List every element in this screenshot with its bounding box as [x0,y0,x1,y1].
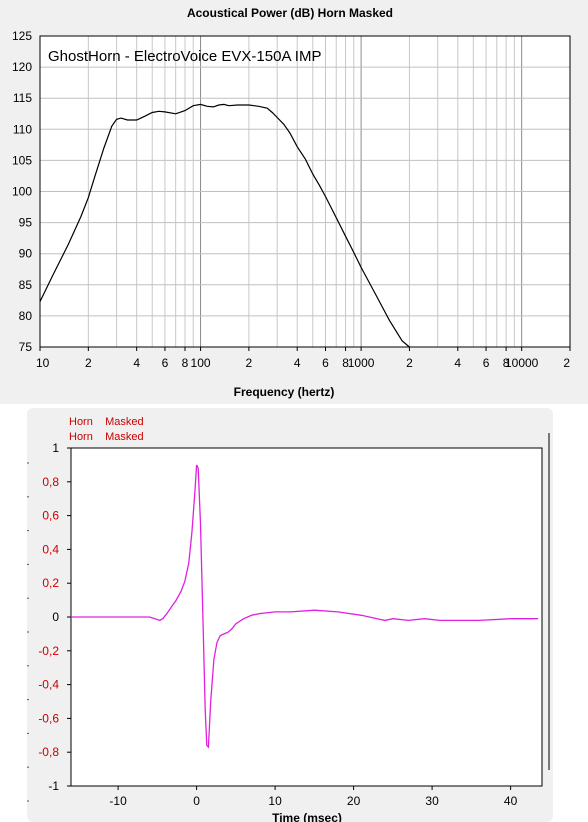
grid [40,36,570,347]
y-tick-label: 100 [12,185,32,199]
x-tick-label: 40 [504,794,518,808]
y-tick-label: 115 [13,91,32,105]
y-tick-label: 95 [19,216,33,230]
x-tick-label: 2 [563,356,570,370]
x-tick-label: 8 [342,356,349,370]
y-tick-label: 105 [12,153,32,167]
series-line [71,464,539,749]
x-tick-label: 10000 [505,356,539,370]
legend-entry: Horn Masked [69,431,144,443]
x-tick-label: 4 [133,356,140,370]
chart-title: Acoustical Power (dB) Horn Masked [187,6,393,20]
y-tick-label: 1 [52,441,59,455]
x-tick-label: 4 [294,356,301,370]
x-tick-label: 100 [191,356,211,370]
x-axis-ticks: -10 0 10 20 30 40 [109,786,518,808]
y-tick-label: -0,2 [38,644,59,658]
y-tick-label: 90 [19,247,33,261]
y-axis-ticks: 1 0,8 0,6 0,4 0,2 0 -0,2 -0,4 -0,6 -0,8 -1 [27,441,71,802]
x-tick-label: 2 [246,356,253,370]
acoustical-power-chart-panel: Acoustical Power (dB) Horn Masked GhostH… [0,0,588,404]
y-axis-ticks: 125 120 115 110 105 100 95 90 85 80 75 [12,29,32,354]
x-tick-label: -10 [109,794,127,808]
series-line [39,103,410,348]
y-tick-label: -0,6 [38,711,59,725]
legend: Horn Masked Horn Masked [69,416,144,443]
x-tick-label: 20 [347,794,361,808]
x-tick-label: 4 [454,356,461,370]
y-tick-label: -0,8 [38,745,59,759]
y-tick-label: 85 [19,278,33,292]
plot-frame [39,35,571,348]
y-tick-label: 0,4 [42,542,59,556]
y-tick-label: 0,2 [42,576,59,590]
y-tick-label: -0,4 [38,678,59,692]
y-tick-label: 75 [19,340,33,354]
x-tick-label: 6 [322,356,329,370]
acoustical-power-chart: Acoustical Power (dB) Horn Masked GhostH… [12,6,571,399]
x-axis-label: Time (msec) [272,811,342,822]
x-tick-label: 6 [483,356,490,370]
x-tick-label: 8 [182,356,189,370]
x-tick-label: 2 [85,356,92,370]
y-tick-label: 0,6 [42,509,59,523]
x-tick-label: 1000 [348,356,375,370]
x-tick-label: 30 [425,794,439,808]
x-tick-label: 10 [36,356,50,370]
y-tick-label: -1 [48,779,59,793]
y-tick-label: 0 [52,610,59,624]
legend-entry: Horn Masked [69,416,144,428]
x-tick-label: 6 [162,356,169,370]
x-tick-label: 2 [406,356,413,370]
y-tick-label: 120 [12,60,32,74]
chart-annotation: GhostHorn - ElectroVoice EVX-150A IMP [48,48,321,65]
y-tick-label: 110 [13,122,32,136]
x-tick-label: 0 [193,794,200,808]
y-tick-label: 0,8 [42,475,59,489]
y-tick-label: 80 [19,309,33,323]
x-tick-label: 10 [268,794,282,808]
y-tick-label: 125 [12,29,32,43]
x-axis-label: Frequency (hertz) [234,385,335,399]
x-tick-label: 8 [503,356,510,370]
